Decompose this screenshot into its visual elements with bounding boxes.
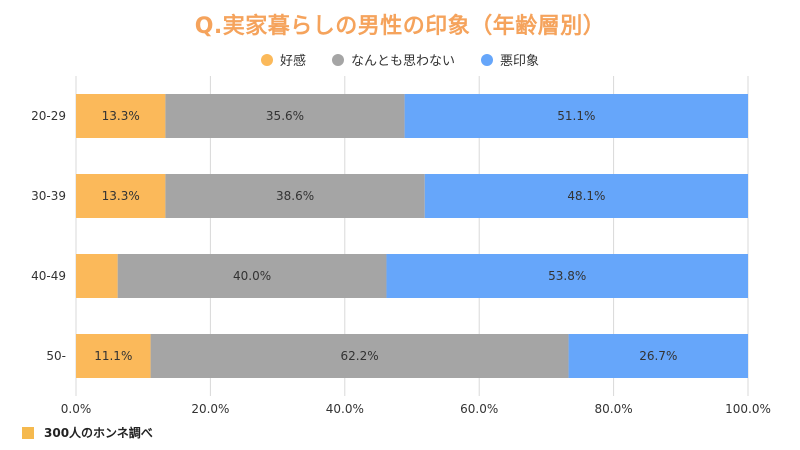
footer: 300人のホンネ調べ — [22, 424, 153, 441]
legend-item: 好感 — [260, 50, 306, 69]
legend-label: なんとも思わない — [350, 54, 455, 69]
footer-text: 300人のホンネ調べ — [44, 426, 153, 440]
data-label: 53.8% — [548, 269, 586, 283]
legend-swatch — [260, 53, 273, 66]
y-tick-label: 20-29 — [31, 109, 66, 123]
legend-label: 悪印象 — [500, 54, 540, 69]
bar-segment — [165, 94, 405, 138]
chart-title: Q.実家暮らしの男性の印象（年齢層別） — [194, 14, 606, 39]
y-tick-label: 30-39 — [31, 189, 66, 203]
legend-item: なんとも思わない — [331, 50, 455, 69]
legend: 好感 なんとも思わない 悪印象 — [0, 50, 800, 69]
legend-label: 好感 — [279, 54, 306, 69]
bar-segment — [165, 174, 425, 218]
bar-segment — [424, 174, 748, 218]
data-label: 40.0% — [233, 269, 271, 283]
x-tick-label: 100.0% — [725, 402, 771, 416]
data-label: 48.1% — [567, 189, 605, 203]
y-tick-label: 40-49 — [31, 269, 66, 283]
legend-swatch — [331, 53, 344, 66]
x-tick-label: 60.0% — [460, 402, 498, 416]
legend-swatch — [481, 53, 493, 66]
bar-segment — [386, 254, 748, 298]
data-label: 51.1% — [557, 109, 595, 123]
bar-segment — [76, 174, 166, 218]
data-label: 11.1% — [94, 349, 132, 363]
data-label: 26.7% — [639, 349, 677, 363]
data-label: 13.3% — [102, 109, 140, 123]
data-label: 38.6% — [276, 189, 314, 203]
bar-segment — [117, 254, 387, 298]
logo-icon — [22, 426, 34, 439]
bar-segment — [404, 94, 748, 138]
bar-segment — [76, 94, 166, 138]
data-label: 35.6% — [266, 109, 304, 123]
bar-segment — [76, 334, 151, 378]
x-tick-label: 20.0% — [191, 402, 229, 416]
x-tick-label: 80.0% — [595, 402, 633, 416]
bar-segment — [568, 334, 748, 378]
x-tick-label: 0.0% — [61, 402, 92, 416]
bar-segment — [76, 254, 118, 298]
legend-item: 悪印象 — [481, 50, 539, 69]
bar-segment — [150, 334, 569, 378]
data-label: 62.2% — [341, 349, 379, 363]
x-tick-label: 40.0% — [326, 402, 364, 416]
y-tick-label: 50- — [46, 349, 66, 363]
data-label: 13.3% — [102, 189, 140, 203]
